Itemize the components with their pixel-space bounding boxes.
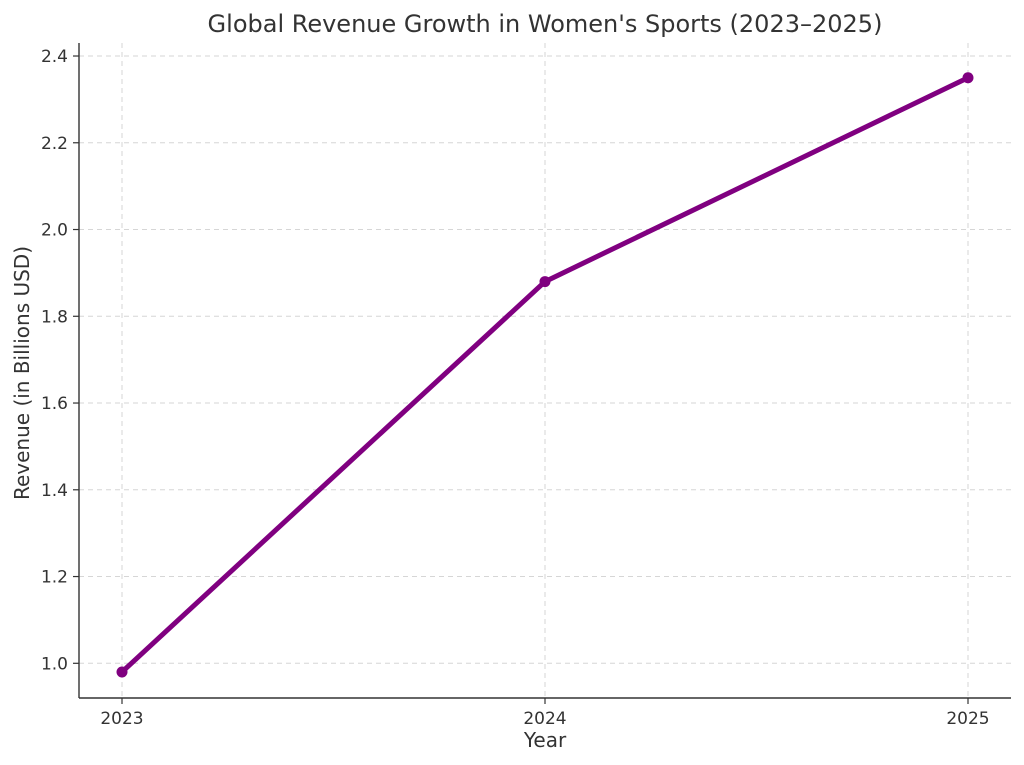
x-tick-label: 2023 xyxy=(100,709,143,729)
y-tick-label: 2.2 xyxy=(41,134,68,154)
grid-lines xyxy=(79,43,1011,698)
x-tick-label: 2024 xyxy=(523,709,566,729)
data-point xyxy=(962,72,974,84)
y-tick-label: 2.0 xyxy=(41,221,68,241)
x-tick-label: 2025 xyxy=(946,709,989,729)
y-tick-label: 1.2 xyxy=(41,568,68,588)
y-axis-ticks: 1.0 1.2 1.4 1.6 1.8 2.0 2.2 2.4 xyxy=(41,47,79,674)
data-point xyxy=(539,276,551,288)
y-tick-label: 1.8 xyxy=(41,307,68,327)
x-axis-ticks: 2023 2024 2025 xyxy=(100,698,990,729)
y-tick-label: 1.4 xyxy=(41,481,68,501)
series-layer xyxy=(116,72,974,678)
data-point xyxy=(116,666,128,678)
y-tick-label: 1.0 xyxy=(41,654,68,674)
chart-title: Global Revenue Growth in Women's Sports … xyxy=(208,10,883,38)
x-axis-label: Year xyxy=(523,728,567,752)
y-tick-label: 1.6 xyxy=(41,394,68,414)
y-tick-label: 2.4 xyxy=(41,47,68,67)
y-axis-label: Revenue (in Billions USD) xyxy=(10,246,34,500)
